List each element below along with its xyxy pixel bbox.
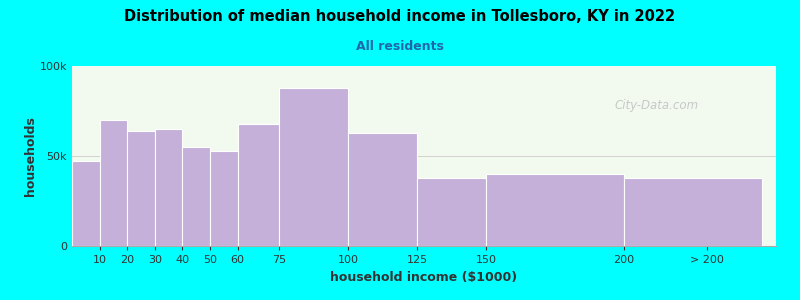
X-axis label: household income ($1000): household income ($1000): [330, 271, 518, 284]
Text: All residents: All residents: [356, 40, 444, 53]
Bar: [182, 147, 210, 246]
Bar: [210, 151, 238, 246]
Bar: [127, 131, 155, 246]
Bar: [238, 124, 279, 246]
Text: City-Data.com: City-Data.com: [614, 99, 698, 112]
Bar: [486, 174, 624, 246]
Bar: [417, 178, 486, 246]
Y-axis label: households: households: [24, 116, 37, 196]
Bar: [100, 120, 127, 246]
Bar: [155, 129, 182, 246]
Bar: [348, 133, 417, 246]
Bar: [279, 88, 348, 246]
Bar: [72, 161, 100, 246]
Bar: [624, 178, 762, 246]
Text: Distribution of median household income in Tollesboro, KY in 2022: Distribution of median household income …: [125, 9, 675, 24]
